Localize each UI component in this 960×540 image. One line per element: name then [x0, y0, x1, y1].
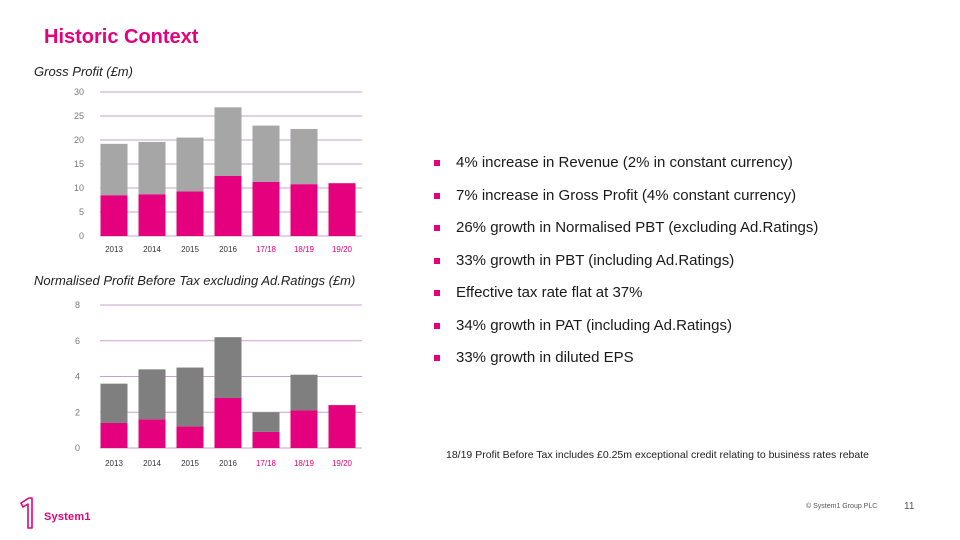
bullet-marker-icon	[434, 225, 440, 231]
bullet-text: 4% increase in Revenue (2% in constant c…	[456, 154, 793, 171]
bullet-item: 7% increase in Gross Profit (4% constant…	[432, 187, 818, 220]
bar-segment	[176, 367, 204, 427]
bullet-item: 4% increase in Revenue (2% in constant c…	[432, 154, 818, 187]
x-category-label: 17/18	[256, 459, 277, 468]
bar-segment	[176, 137, 204, 192]
bar-segment	[100, 383, 128, 423]
y-tick-label: 6	[75, 336, 80, 346]
bar-segment	[290, 184, 318, 236]
bar-segment	[100, 143, 128, 196]
bullet-marker-icon	[434, 290, 440, 296]
bar-segment	[290, 128, 318, 185]
footnote: 18/19 Profit Before Tax includes £0.25m …	[446, 449, 869, 461]
page-number: 11	[904, 501, 915, 512]
bar-segment	[138, 194, 166, 236]
pbt-chart-title: Normalised Profit Before Tax excluding A…	[34, 273, 356, 288]
bullet-item: 26% growth in Normalised PBT (excluding …	[432, 219, 818, 252]
x-category-label: 18/19	[294, 245, 315, 254]
bullet-text: Effective tax rate flat at 37%	[456, 284, 643, 301]
bullet-item: 33% growth in PBT (including Ad.Ratings)	[432, 252, 818, 285]
slide-title: Historic Context	[44, 26, 199, 48]
bar-segment	[252, 181, 280, 236]
x-category-label: 19/20	[332, 245, 353, 254]
bar-segment	[176, 426, 204, 448]
bullet-marker-icon	[434, 322, 440, 329]
bar-segment	[252, 412, 280, 432]
y-tick-label: 8	[75, 300, 80, 310]
bar-segment	[252, 431, 280, 448]
y-tick-label: 10	[74, 183, 84, 193]
bar-segment	[328, 405, 356, 448]
bar-segment	[214, 397, 242, 448]
bullet-item: 33% growth in diluted EPS	[432, 349, 818, 382]
bullet-list: 4% increase in Revenue (2% in constant c…	[432, 154, 818, 382]
bullet-item: Effective tax rate flat at 37%	[432, 284, 818, 317]
x-category-label: 2013	[105, 459, 123, 468]
x-category-label: 2014	[143, 459, 161, 468]
bar-segment	[138, 369, 166, 420]
gross-profit-chart-title: Gross Profit (£m)	[34, 64, 133, 79]
bullet-marker-icon	[434, 160, 440, 166]
x-category-label: 18/19	[294, 459, 315, 468]
x-category-label: 19/20	[332, 459, 353, 468]
bar-segment	[252, 125, 280, 182]
x-category-label: 2014	[143, 245, 161, 254]
bullet-text: 26% growth in Normalised PBT (excluding …	[456, 219, 819, 236]
copyright: © System1 Group PLC	[806, 503, 878, 510]
bar-segment	[214, 176, 242, 236]
bullet-item: 34% growth in PAT (including Ad.Ratings)	[432, 317, 818, 350]
y-tick-label: 0	[75, 443, 80, 453]
bar-segment	[290, 374, 318, 411]
bullet-text: 33% growth in PBT (including Ad.Ratings)	[456, 251, 735, 269]
x-category-label: 2016	[219, 245, 237, 254]
bar-segment	[214, 107, 242, 176]
x-category-label: 2015	[181, 459, 199, 468]
x-category-label: 17/18	[256, 245, 277, 254]
y-tick-label: 20	[74, 135, 84, 145]
bar-segment	[138, 141, 166, 195]
x-category-label: 2016	[219, 459, 237, 468]
y-tick-label: 4	[75, 372, 80, 382]
system1-logo-icon	[20, 497, 33, 529]
bullet-text: 7% increase in Gross Profit (4% constant…	[456, 186, 797, 204]
y-tick-label: 2	[75, 407, 80, 417]
y-tick-label: 5	[79, 207, 84, 217]
y-tick-label: 15	[74, 159, 84, 169]
bullet-text: 33% growth in diluted EPS	[456, 349, 634, 366]
x-category-label: 2015	[181, 245, 199, 254]
bar-segment	[328, 183, 356, 236]
bar-segment	[176, 191, 204, 236]
bar-segment	[100, 422, 128, 448]
bar-segment	[138, 419, 166, 448]
x-category-label: 2013	[105, 245, 123, 254]
bullet-marker-icon	[434, 355, 440, 361]
bar-segment	[214, 337, 242, 398]
logo-text: System1	[44, 511, 91, 523]
bullet-marker-icon	[434, 257, 440, 264]
y-tick-label: 25	[74, 111, 84, 121]
bar-segment	[290, 410, 318, 448]
y-tick-label: 30	[74, 87, 84, 97]
bar-segment	[100, 195, 128, 236]
y-tick-label: 0	[79, 231, 84, 241]
bullet-text: 34% growth in PAT (including Ad.Ratings)	[456, 316, 732, 334]
bullet-marker-icon	[434, 192, 440, 199]
